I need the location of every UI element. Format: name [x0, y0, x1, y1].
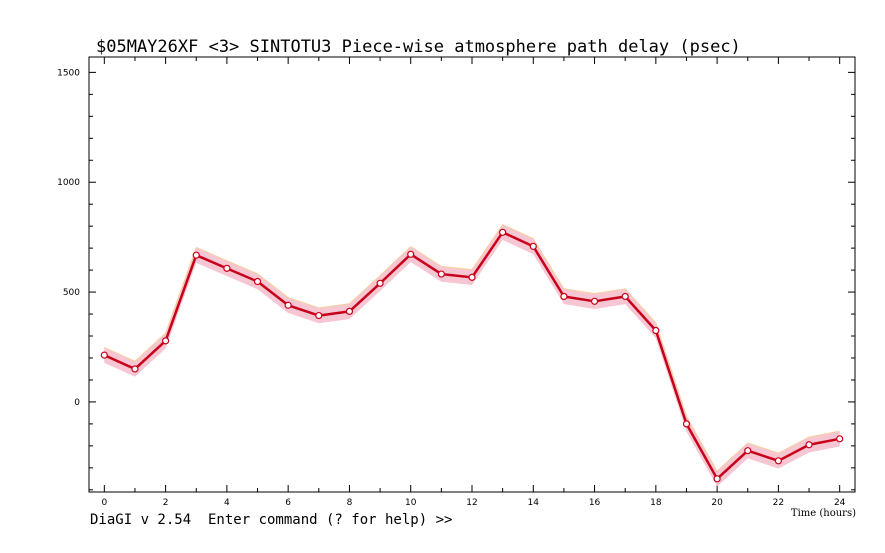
data-point — [652, 326, 660, 335]
data-point — [407, 250, 415, 258]
data-point — [805, 441, 813, 449]
data-point — [100, 351, 108, 359]
data-point — [131, 365, 139, 373]
data-point — [499, 228, 507, 236]
data-point — [560, 292, 568, 301]
data-point — [315, 311, 323, 320]
x-tick-label: 22 — [773, 498, 784, 508]
x-tick-label: 16 — [589, 498, 601, 508]
x-tick-label: 8 — [347, 498, 353, 508]
y-tick-label: 500 — [63, 288, 80, 298]
x-tick-label: 2 — [163, 498, 169, 508]
x-tick-label: 20 — [711, 498, 723, 508]
data-markers — [100, 228, 844, 483]
data-point — [253, 277, 262, 286]
y-tick-label: 1500 — [57, 68, 80, 78]
data-point — [437, 270, 445, 278]
x-tick-label: 10 — [405, 498, 417, 508]
error-band-upper-edge — [104, 223, 840, 472]
data-point — [836, 435, 844, 443]
data-point — [345, 307, 354, 316]
data-point — [774, 457, 783, 465]
x-tick-label: 24 — [834, 498, 846, 508]
y-axis: 0 500 1000 1500 — [57, 68, 855, 491]
data-point — [468, 273, 476, 281]
data-point — [223, 264, 231, 272]
y-tick-label: 0 — [74, 398, 80, 408]
x-tick-label: 4 — [224, 498, 230, 508]
data-point — [590, 297, 599, 305]
x-axis-label: Time (hours) — [791, 508, 856, 519]
data-point — [621, 292, 629, 301]
x-tick-label: 12 — [466, 498, 477, 508]
chart-title: $05MAY26XF <3> SINTOTU3 Piece-wise atmos… — [96, 37, 741, 57]
data-point — [529, 242, 537, 250]
data-point — [376, 279, 384, 287]
data-point — [682, 420, 691, 428]
x-tick-label: 0 — [101, 498, 107, 508]
x-axis: 0 2 4 6 8 10 12 14 16 18 20 22 24 — [101, 57, 846, 508]
data-point — [713, 475, 721, 483]
x-tick-label: 18 — [650, 498, 662, 508]
y-tick-label: 1000 — [57, 178, 80, 188]
data-point — [284, 301, 292, 309]
data-point — [192, 251, 200, 259]
data-point — [744, 447, 752, 455]
data-point — [162, 337, 170, 345]
x-tick-label: 14 — [528, 498, 540, 508]
x-tick-label: 6 — [285, 498, 291, 508]
command-prompt[interactable]: DiaGI v 2.54 Enter command (? for help) … — [90, 512, 453, 528]
